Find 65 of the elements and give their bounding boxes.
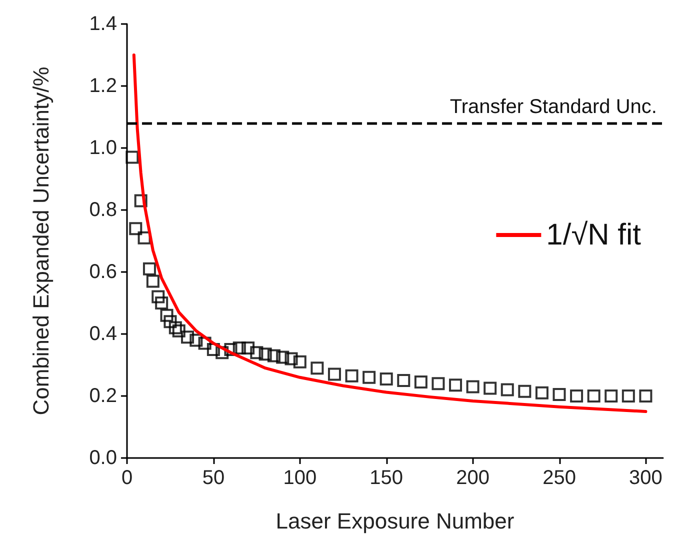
point [622, 390, 635, 402]
point [449, 378, 462, 392]
point [152, 290, 165, 304]
y-tick-label: 0.2 [89, 385, 117, 407]
x-tick-label: 250 [542, 467, 576, 489]
point [138, 231, 151, 244]
y-tick-label: 0.0 [89, 447, 117, 469]
y-axis-title: Combined Expanded Uncertainty/% [28, 66, 54, 416]
point [310, 362, 324, 375]
point [518, 384, 532, 398]
point [242, 341, 255, 354]
point [160, 308, 174, 322]
point [267, 349, 280, 362]
point [164, 315, 177, 328]
point [552, 388, 566, 401]
point [181, 330, 194, 344]
x-tick-label: 100 [283, 467, 317, 489]
ref-line-label: Transfer Standard Unc. [450, 96, 657, 118]
point [146, 274, 160, 288]
y-tick-label: 1.4 [89, 13, 117, 35]
point [129, 222, 142, 236]
x-tick-label: 200 [456, 467, 490, 489]
x-tick-label: 50 [202, 467, 225, 489]
point [293, 355, 306, 368]
x-axis-title: Laser Exposure Number [276, 508, 514, 534]
x-tick-label: 0 [121, 467, 133, 489]
point [134, 194, 148, 208]
point [172, 324, 186, 338]
point [484, 382, 497, 395]
point [570, 390, 584, 402]
point [535, 386, 548, 400]
point [328, 368, 341, 381]
point [284, 352, 298, 366]
y-tick-label: 0.4 [89, 323, 117, 345]
point [250, 346, 264, 360]
point [414, 376, 428, 389]
point [587, 390, 600, 402]
y-tick-label: 0.8 [89, 199, 117, 221]
point [224, 343, 238, 356]
x-tick-label: 300 [629, 467, 662, 489]
point [142, 262, 156, 276]
point [198, 336, 212, 350]
point [604, 390, 618, 402]
point [500, 383, 514, 396]
point [206, 343, 220, 356]
point [232, 341, 246, 354]
point [380, 372, 393, 386]
point [362, 370, 376, 384]
point [126, 150, 139, 164]
y-tick-label: 1.0 [89, 137, 117, 159]
point [466, 380, 480, 394]
legend-label: 1/√N fit [546, 218, 642, 252]
point [258, 348, 272, 361]
point [190, 334, 203, 347]
point [168, 321, 182, 334]
point [216, 346, 229, 360]
point [155, 296, 168, 310]
point [432, 377, 445, 390]
point [276, 350, 290, 364]
point [397, 374, 410, 387]
point [639, 390, 652, 402]
x-tick-label: 150 [370, 467, 404, 489]
y-tick-label: 1.2 [89, 75, 117, 97]
point [345, 369, 358, 382]
y-tick-label: 0.6 [89, 261, 117, 283]
